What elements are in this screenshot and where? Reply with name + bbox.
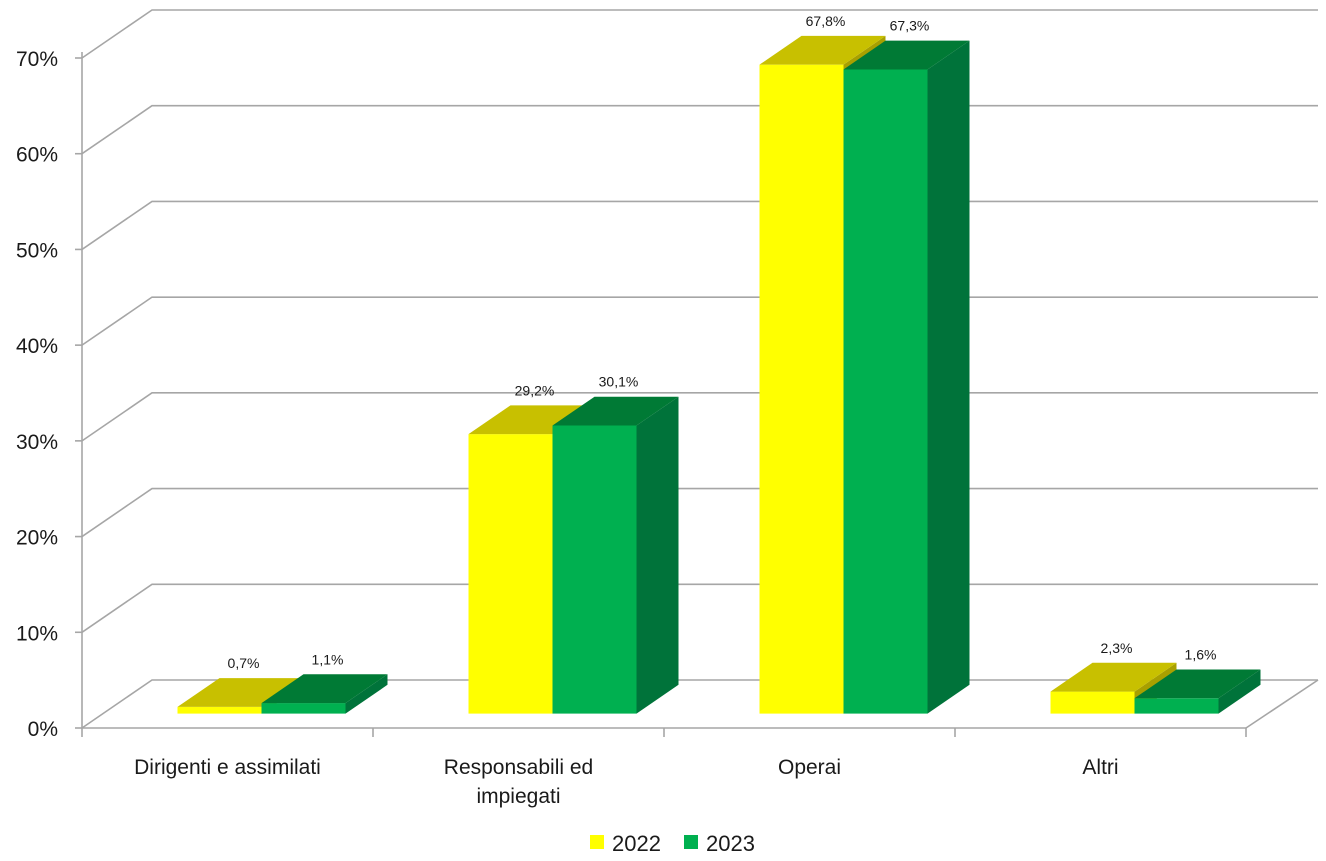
bar-2023-3	[1134, 669, 1261, 714]
bar-2023-0	[261, 674, 388, 714]
bars	[177, 35, 1261, 714]
bar-side	[636, 396, 679, 714]
y-tick-label: 50%	[16, 239, 58, 262]
bar-top	[1134, 669, 1261, 699]
bar-side	[927, 40, 970, 714]
y-tick-label: 10%	[16, 622, 58, 645]
legend: 2022 2023	[590, 831, 755, 856]
bar-front	[843, 69, 928, 714]
legend-swatch-2022	[590, 835, 604, 849]
bar-2023-1	[552, 396, 679, 714]
gridline	[81, 104, 1318, 155]
grid-lines	[81, 9, 1318, 729]
x-category-label: Altri	[1082, 756, 1118, 779]
data-label: 2,3%	[1101, 640, 1133, 656]
data-label: 0,7%	[228, 655, 260, 671]
x-axis-categories: Dirigenti e assimilati Responsabili ed imp…	[134, 756, 1118, 808]
floor-edge	[1245, 679, 1319, 729]
x-category-label: Dirigenti e assimilati	[134, 756, 321, 779]
bar-2023-2	[843, 40, 970, 714]
data-labels: 0,7% 1,1% 29,2% 30,1% 67,8% 67,3% 2,3% 1,6%	[228, 13, 1217, 671]
bar-top	[843, 40, 970, 70]
bar-top	[759, 35, 886, 65]
bar-side	[1218, 669, 1261, 714]
y-axis-ticks: 0% 10% 20% 30% 40% 50% 60% 70%	[16, 48, 1247, 741]
legend-label-2023: 2023	[706, 831, 755, 856]
y-tick-label: 0%	[28, 718, 58, 741]
gridline	[81, 392, 1318, 442]
bar-front	[552, 425, 637, 714]
gridline	[81, 583, 1318, 633]
gridline	[81, 200, 1318, 251]
gridline	[81, 296, 1318, 346]
data-label: 30,1%	[599, 374, 639, 390]
bar-front	[177, 706, 262, 714]
bar-top	[1050, 662, 1177, 692]
gridline	[81, 9, 1318, 59]
legend-label-2022: 2022	[612, 831, 661, 856]
y-tick-label: 60%	[16, 144, 58, 167]
bar-front	[1134, 698, 1219, 714]
data-label: 67,3%	[890, 18, 930, 34]
data-label: 67,8%	[806, 13, 846, 29]
data-label: 29,2%	[515, 382, 555, 398]
data-label: 1,1%	[312, 651, 344, 667]
bar-front	[759, 64, 844, 714]
data-label: 1,6%	[1185, 646, 1217, 662]
bar-front	[468, 434, 553, 714]
gridline	[81, 487, 1318, 538]
bar-side	[345, 674, 388, 714]
x-category-label: Responsabili ed impiegati	[444, 756, 593, 808]
bar-top	[261, 674, 388, 704]
bar-top	[552, 396, 679, 426]
y-tick-label: 70%	[16, 48, 58, 71]
bar-front	[1050, 691, 1135, 714]
y-tick-label: 40%	[16, 335, 58, 358]
y-tick-label: 20%	[16, 527, 58, 550]
y-tick-label: 30%	[16, 431, 58, 454]
legend-swatch-2023	[684, 835, 698, 849]
axes	[81, 52, 1319, 729]
x-category-label: Operai	[778, 756, 841, 779]
bar-front	[261, 703, 346, 714]
bar-top	[468, 405, 595, 435]
